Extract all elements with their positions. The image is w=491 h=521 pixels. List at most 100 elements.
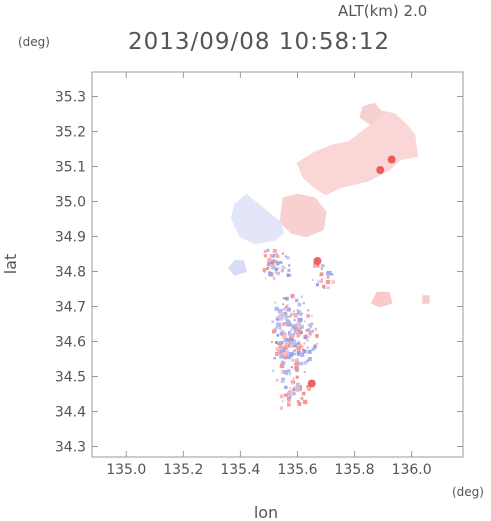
echo-pixel: [279, 394, 284, 399]
x-tick-label: 135.2: [163, 462, 203, 478]
echo-pixel: [283, 338, 287, 342]
echo-pixel: [306, 359, 310, 363]
echo-pixel: [289, 336, 293, 340]
x-tick-label: 135.6: [277, 462, 317, 478]
echo-pixel: [283, 356, 287, 360]
echo-region-central-echo: [279, 193, 327, 238]
echo-pixel: [276, 262, 280, 266]
y-tick-label: 34.5: [55, 370, 86, 386]
echo-pixel: [286, 396, 291, 401]
echo-pixel: [286, 256, 290, 260]
x-axis-unit: (deg): [452, 485, 484, 499]
echo-pixel: [282, 303, 285, 306]
echo-pixel: [271, 320, 274, 323]
echo-pixel: [286, 373, 288, 376]
echo-pixel: [286, 307, 291, 312]
echo-pixel: [293, 313, 298, 318]
echo-pixel: [296, 321, 301, 326]
echo-pixel: [298, 334, 301, 337]
echo-pixel: [284, 385, 288, 390]
echo-pixel: [274, 267, 279, 272]
echo-pixel: [274, 351, 279, 356]
echo-pixel: [292, 386, 295, 389]
echo-pixel: [307, 356, 312, 361]
echo-pixel: [278, 326, 282, 330]
echo-pixel: [288, 331, 291, 334]
echo-pixel: [308, 330, 313, 335]
echo-pixel: [282, 364, 285, 366]
x-tick-label: 136.0: [392, 462, 432, 478]
echo-pixel: [279, 344, 283, 349]
echo-pixel: [309, 324, 312, 327]
echo-pixel: [293, 330, 297, 334]
echo-pixel: [296, 334, 300, 338]
echo-pixel: [316, 264, 320, 268]
echo-pixel: [299, 361, 303, 366]
echo-pixel: [276, 254, 280, 259]
echo-pixel: [284, 267, 287, 269]
echo-pixel: [273, 266, 276, 270]
echo-pixel: [287, 390, 292, 395]
echo-pixel: [296, 399, 300, 403]
echo-pixel: [291, 341, 295, 345]
echo-pixel: [298, 326, 302, 330]
echo-pixel: [285, 350, 290, 354]
echo-pixel: [285, 296, 289, 301]
x-tick-label: 135.4: [220, 462, 260, 478]
echo-pixel: [280, 379, 285, 384]
echo-pixel: [264, 277, 267, 279]
echo-pixel: [326, 275, 330, 279]
echo-pixel: [302, 393, 304, 396]
echo-pixel: [311, 314, 313, 317]
echo-pixel: [295, 375, 299, 379]
echo-pixel: [263, 250, 267, 254]
echo-pixel: [326, 286, 330, 290]
echo-pixel: [282, 307, 286, 311]
echo-pixel: [289, 341, 293, 345]
y-tick-label: 35.1: [55, 160, 86, 176]
echo-pixel: [289, 343, 294, 348]
echo-pixel: [274, 301, 277, 304]
echo-pixel: [276, 334, 280, 337]
echo-pixel: [287, 316, 289, 318]
echo-pixel: [271, 254, 274, 257]
echo-pixel: [282, 312, 288, 317]
echo-pixel: [292, 345, 295, 347]
echo-pixel: [311, 347, 315, 351]
echo-pixel: [278, 324, 281, 327]
echo-pixel: [279, 348, 282, 351]
y-tick-label: 34.6: [55, 335, 86, 351]
echo-pixel: [303, 342, 306, 345]
echo-pixel: [284, 305, 288, 308]
echo-pixel: [279, 261, 283, 264]
echo-pixel: [280, 314, 283, 316]
echo-pixel: [275, 326, 278, 329]
echo-pixel: [319, 272, 324, 277]
echo-pixel: [276, 379, 279, 382]
axis-ticks: 135.0 135.2 135.4 135.6 135.8 136.0 34.3 34.4 34…: [55, 72, 463, 478]
echo-pixel: [297, 402, 302, 406]
echo-pixel: [278, 350, 281, 353]
echo-pixel: [298, 317, 303, 322]
echo-pixel: [290, 356, 293, 358]
echo-region-north-east-echo: [296, 109, 419, 196]
echo-pixel: [290, 312, 294, 316]
echo-pixel: [291, 334, 294, 337]
echo-pixel: [302, 302, 305, 305]
echo-pixel: [282, 334, 287, 339]
echo-pixel: [307, 309, 310, 312]
echo-pixel: [283, 352, 287, 356]
echo-pixel: [280, 312, 285, 317]
echo-pixel: [315, 334, 319, 338]
echo-pixel: [303, 371, 306, 373]
y-tick-label: 35.3: [55, 90, 86, 106]
echo-pixel: [263, 254, 267, 258]
echo-pixel: [321, 277, 323, 280]
echo-pixel: [289, 314, 292, 318]
echo-pixel: [290, 366, 293, 369]
echo-pixel: [294, 298, 299, 303]
echo-pixel: [279, 354, 284, 359]
echo-pixel: [275, 346, 280, 351]
echo-pixel: [320, 264, 325, 268]
echo-pixel: [296, 351, 301, 355]
